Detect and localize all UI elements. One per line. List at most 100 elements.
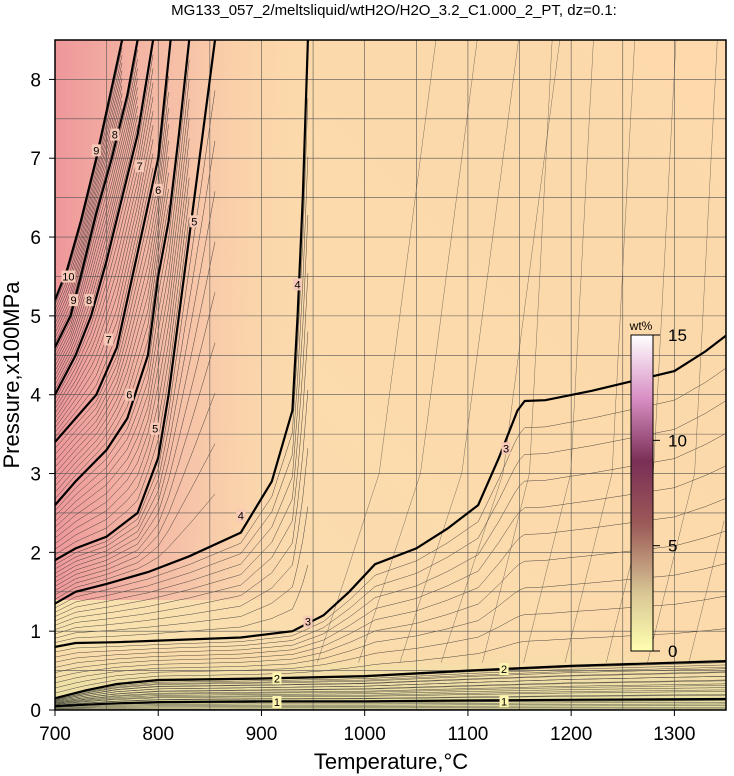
contour-line-7 <box>55 40 172 443</box>
thin-contour-line <box>55 707 726 710</box>
x-tick-label: 800 <box>142 724 174 745</box>
contour-label: 2 <box>501 664 507 676</box>
thin-contour-line <box>55 217 190 555</box>
thin-contour-line <box>55 694 726 706</box>
thin-contour-line <box>55 465 726 668</box>
contour-label: 5 <box>152 424 158 436</box>
contour-line-9 <box>55 40 139 348</box>
thin-contour-line <box>55 672 726 701</box>
contour-label: 9 <box>71 295 77 307</box>
thin-contour-line <box>55 214 309 617</box>
thin-contour-line <box>55 77 138 367</box>
contour-label: 1 <box>501 696 507 708</box>
thin-contour-line <box>55 689 726 705</box>
y-axis: 0 1 2 3 4 5 6 7 8 <box>30 70 55 722</box>
thin-contour-line <box>55 679 726 703</box>
contour-label-bg <box>104 333 114 346</box>
contour-label-bg <box>501 442 511 455</box>
colorbar: wt% 0 5 10 15 <box>629 319 687 661</box>
contour-line-2 <box>55 660 726 700</box>
thin-contour-line <box>55 197 190 550</box>
thin-contour-line <box>55 400 726 658</box>
y-tick-label: 8 <box>30 70 41 91</box>
contour-line-3 <box>55 334 726 648</box>
thin-contour-line <box>55 118 190 528</box>
thin-contour-line <box>55 671 726 701</box>
contour-label: 1 <box>274 697 280 709</box>
x-tick-label: 1100 <box>447 724 488 745</box>
contour-label-bg <box>499 695 509 708</box>
thin-contour-line <box>55 167 154 438</box>
thin-contour-line <box>55 106 138 381</box>
y-tick-label: 0 <box>30 701 41 722</box>
thin-contour-line <box>55 177 190 544</box>
thin-contour-line <box>55 433 726 663</box>
thin-contour-line <box>55 331 309 626</box>
contour-label: 5 <box>191 216 197 228</box>
thin-contour-line <box>55 668 726 701</box>
thin-contour-line <box>523 40 594 663</box>
thin-contour-line <box>55 139 154 428</box>
thin-contour-line <box>399 40 519 663</box>
contour-label: 4 <box>238 510 244 522</box>
thin-contour-line <box>55 87 138 372</box>
x-tick-label: 1300 <box>653 724 695 745</box>
thin-contour-line <box>55 292 216 583</box>
y-tick-label: 4 <box>30 386 41 407</box>
y-tick-label: 3 <box>30 465 41 486</box>
y-axis-title: Pressure,x100MPa <box>0 281 24 469</box>
x-tick-label: 900 <box>246 724 278 745</box>
contour-label-bg <box>272 696 282 709</box>
contour-label-bg <box>110 128 120 141</box>
contour-label: 6 <box>126 390 132 402</box>
thin-contour-line <box>55 273 309 622</box>
thin-contour-line <box>316 40 437 663</box>
contour-label-bg <box>84 294 94 307</box>
contour-label: 7 <box>137 161 143 173</box>
y-tick-label: 2 <box>30 543 41 564</box>
thin-contour-line <box>55 156 169 480</box>
colorbar-unit: wt% <box>629 319 653 333</box>
thin-contour-line <box>55 205 169 499</box>
thin-contour-line <box>55 58 138 358</box>
thin-contour-line <box>55 691 726 705</box>
contour-label: 3 <box>305 617 311 629</box>
thin-contour-line <box>55 138 190 533</box>
contour-label-bg <box>69 294 79 307</box>
thin-contour-lines <box>55 40 726 710</box>
colorbar-ramp <box>630 334 654 652</box>
thin-contour-line <box>55 78 123 324</box>
y-tick-label: 1 <box>30 622 41 643</box>
contour-label-bg <box>189 215 199 228</box>
thin-contour-line <box>55 140 216 570</box>
contour-label: 8 <box>86 295 92 307</box>
contour-label-bg <box>272 672 282 685</box>
thin-contour-line <box>55 79 190 517</box>
thin-contour-line <box>55 595 726 689</box>
thin-contour-line <box>55 667 726 700</box>
thin-contour-line <box>55 685 726 704</box>
thin-contour-line <box>55 188 169 493</box>
thin-contour-line <box>55 393 216 591</box>
contour-label-bg <box>124 388 134 401</box>
x-axis: 700 800 900 1000 1100 1200 1300 <box>39 710 696 745</box>
thin-contour-line <box>55 172 169 487</box>
thin-contour-line <box>55 100 123 339</box>
thin-contour-line <box>55 156 309 613</box>
thin-contour-line <box>55 108 169 462</box>
contour-label: 3 <box>503 443 509 455</box>
thin-contour-line <box>358 40 478 663</box>
contour-label-bg <box>61 270 76 283</box>
thin-contour-line <box>55 683 726 704</box>
thin-contour-line <box>55 125 154 424</box>
thin-contour-line <box>55 563 726 684</box>
chart-title: MG133_057_2/meltsliquid/wtH2O/H2O_3.2_C1… <box>171 2 617 19</box>
contour-label-bg <box>153 183 163 196</box>
contour-label-bg <box>91 144 101 157</box>
y-tick-label: 7 <box>30 149 41 170</box>
thin-contour-line <box>55 498 726 673</box>
thin-contour-line <box>55 628 726 694</box>
thin-contour-line <box>55 91 169 455</box>
thin-contour-line <box>55 676 726 702</box>
thin-contour-line <box>55 140 169 474</box>
